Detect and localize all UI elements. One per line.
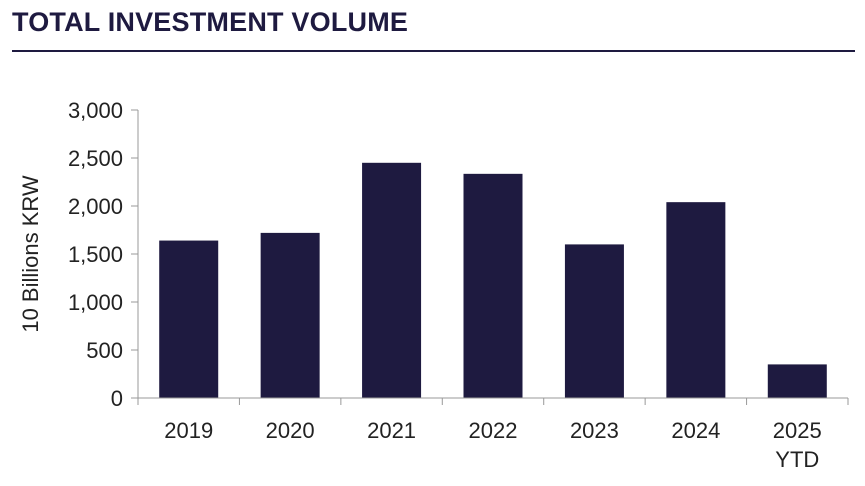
x-tick-label: 2019	[164, 418, 213, 443]
bar	[564, 244, 624, 398]
y-tick-label: 500	[86, 338, 123, 363]
y-tick-label: 2,500	[68, 146, 123, 171]
x-tick-label: 2023	[570, 418, 619, 443]
page-title: TOTAL INVESTMENT VOLUME	[12, 7, 409, 37]
y-tick-label: 3,000	[68, 98, 123, 123]
y-tick-label: 1,000	[68, 290, 123, 315]
bar	[463, 173, 523, 398]
x-tick-label: 2024	[671, 418, 720, 443]
x-tick-label: 2025 YTD	[773, 418, 822, 472]
x-tick-label: 2020	[266, 418, 315, 443]
x-tick-label: 2022	[469, 418, 518, 443]
bar	[362, 162, 422, 398]
bar	[159, 240, 219, 398]
y-tick-label: 2,000	[68, 194, 123, 219]
bar	[767, 364, 827, 398]
x-tick-label: 2021	[367, 418, 416, 443]
y-tick-label: 0	[111, 386, 123, 411]
header: TOTAL INVESTMENT VOLUME	[12, 0, 855, 52]
y-axis-title: 10 Billions KRW	[18, 175, 43, 333]
y-tick-label: 1,500	[68, 242, 123, 267]
bar	[666, 202, 726, 398]
bar	[260, 232, 320, 398]
